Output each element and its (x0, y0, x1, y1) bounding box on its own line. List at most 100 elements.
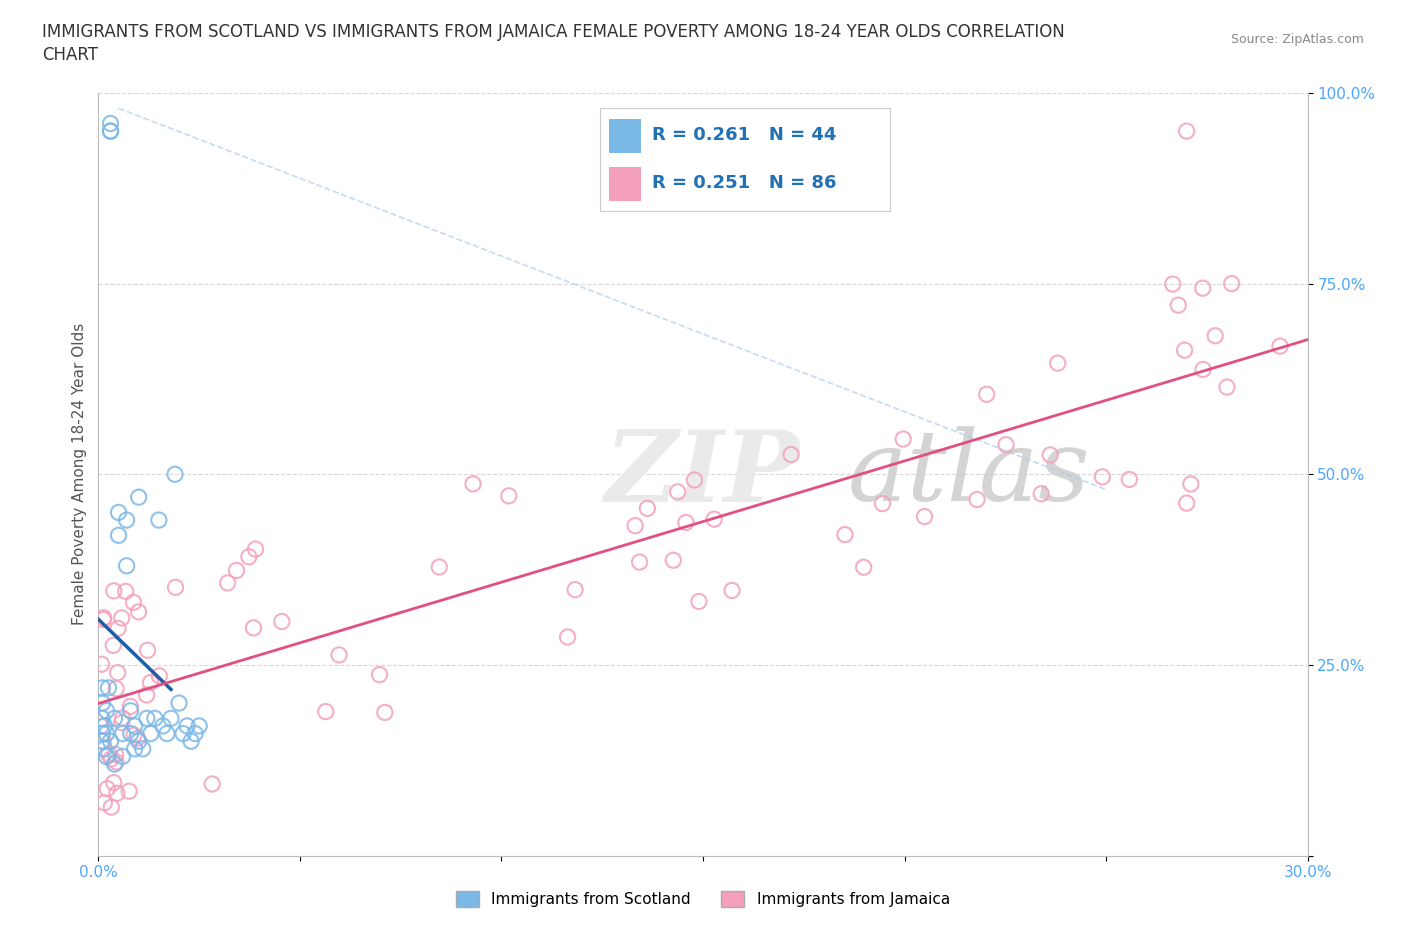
Point (1161, 276, 1184, 291)
Point (139, 675, 162, 690)
Point (143, 711, 166, 725)
Text: IMMIGRANTS FROM SCOTLAND VS IMMIGRANTS FROM JAMAICA FEMALE POVERTY AMONG 18-24 Y: IMMIGRANTS FROM SCOTLAND VS IMMIGRANTS F… (42, 23, 1064, 41)
Point (104, 747, 127, 762)
Point (1192, 362, 1215, 377)
Point (93, 610, 115, 625)
Point (91, 696, 114, 711)
Point (966, 492, 988, 507)
Point (156, 726, 179, 741)
Point (374, 705, 396, 720)
Point (100, 124, 122, 139)
Point (96, 749, 118, 764)
Point (217, 576, 239, 591)
Point (97, 747, 120, 762)
Point (96, 726, 118, 741)
Point (271, 614, 294, 629)
Point (721, 583, 744, 598)
Point (91, 612, 114, 627)
Point (557, 630, 579, 644)
Point (328, 647, 350, 662)
Point (160, 711, 183, 725)
Point (90, 719, 112, 734)
Point (90, 734, 112, 749)
Point (976, 387, 998, 402)
Point (91, 726, 114, 741)
Point (107, 621, 129, 636)
Point (103, 583, 125, 598)
Point (636, 501, 658, 516)
Point (93, 741, 115, 756)
Point (628, 554, 651, 569)
Text: Source: ZipAtlas.com: Source: ZipAtlas.com (1230, 33, 1364, 46)
Point (111, 749, 134, 764)
Point (124, 741, 146, 756)
Point (683, 472, 706, 487)
Point (135, 711, 157, 725)
Point (128, 604, 150, 619)
Point (995, 437, 1018, 452)
Point (184, 726, 207, 741)
Point (100, 124, 122, 139)
Point (96, 703, 118, 718)
Point (564, 582, 586, 597)
Point (1180, 476, 1202, 491)
Point (498, 488, 520, 503)
Point (238, 550, 260, 565)
Point (120, 703, 142, 718)
Point (1220, 276, 1243, 291)
Point (225, 563, 247, 578)
Point (136, 643, 159, 658)
Point (105, 786, 128, 801)
Point (128, 734, 150, 749)
Point (1191, 281, 1213, 296)
Point (675, 515, 697, 530)
Point (100, 116, 122, 131)
Point (105, 681, 128, 696)
Point (90, 657, 112, 671)
Point (1039, 447, 1062, 462)
Point (176, 719, 198, 734)
Point (703, 512, 725, 526)
Point (115, 512, 138, 527)
Point (872, 497, 894, 512)
Point (172, 726, 194, 741)
Point (100, 751, 122, 766)
Point (148, 512, 170, 527)
Legend: Immigrants from Scotland, Immigrants from Jamaica: Immigrants from Scotland, Immigrants fro… (450, 884, 956, 913)
Point (107, 665, 129, 680)
Point (163, 467, 186, 482)
Point (120, 726, 142, 741)
Point (139, 726, 162, 741)
Point (152, 719, 174, 734)
Point (103, 638, 125, 653)
Text: atlas: atlas (848, 427, 1091, 522)
Point (624, 518, 647, 533)
Point (188, 719, 211, 734)
Point (662, 552, 685, 567)
Point (180, 734, 202, 749)
Point (97, 681, 120, 696)
Point (111, 711, 134, 725)
Point (135, 687, 157, 702)
Point (93, 795, 115, 810)
Point (122, 595, 145, 610)
Point (103, 757, 125, 772)
Point (427, 560, 450, 575)
Point (1046, 355, 1069, 370)
Point (1031, 486, 1053, 501)
Point (1175, 124, 1198, 139)
Point (914, 509, 936, 524)
Point (100, 734, 122, 749)
Point (242, 620, 264, 635)
Point (852, 560, 875, 575)
Point (368, 667, 391, 682)
Point (96, 781, 118, 796)
Point (1216, 379, 1239, 394)
Point (148, 669, 170, 684)
Point (132, 741, 155, 756)
Point (165, 580, 187, 595)
Text: CHART: CHART (42, 46, 98, 64)
Point (315, 704, 337, 719)
Point (107, 505, 129, 520)
Point (120, 699, 142, 714)
